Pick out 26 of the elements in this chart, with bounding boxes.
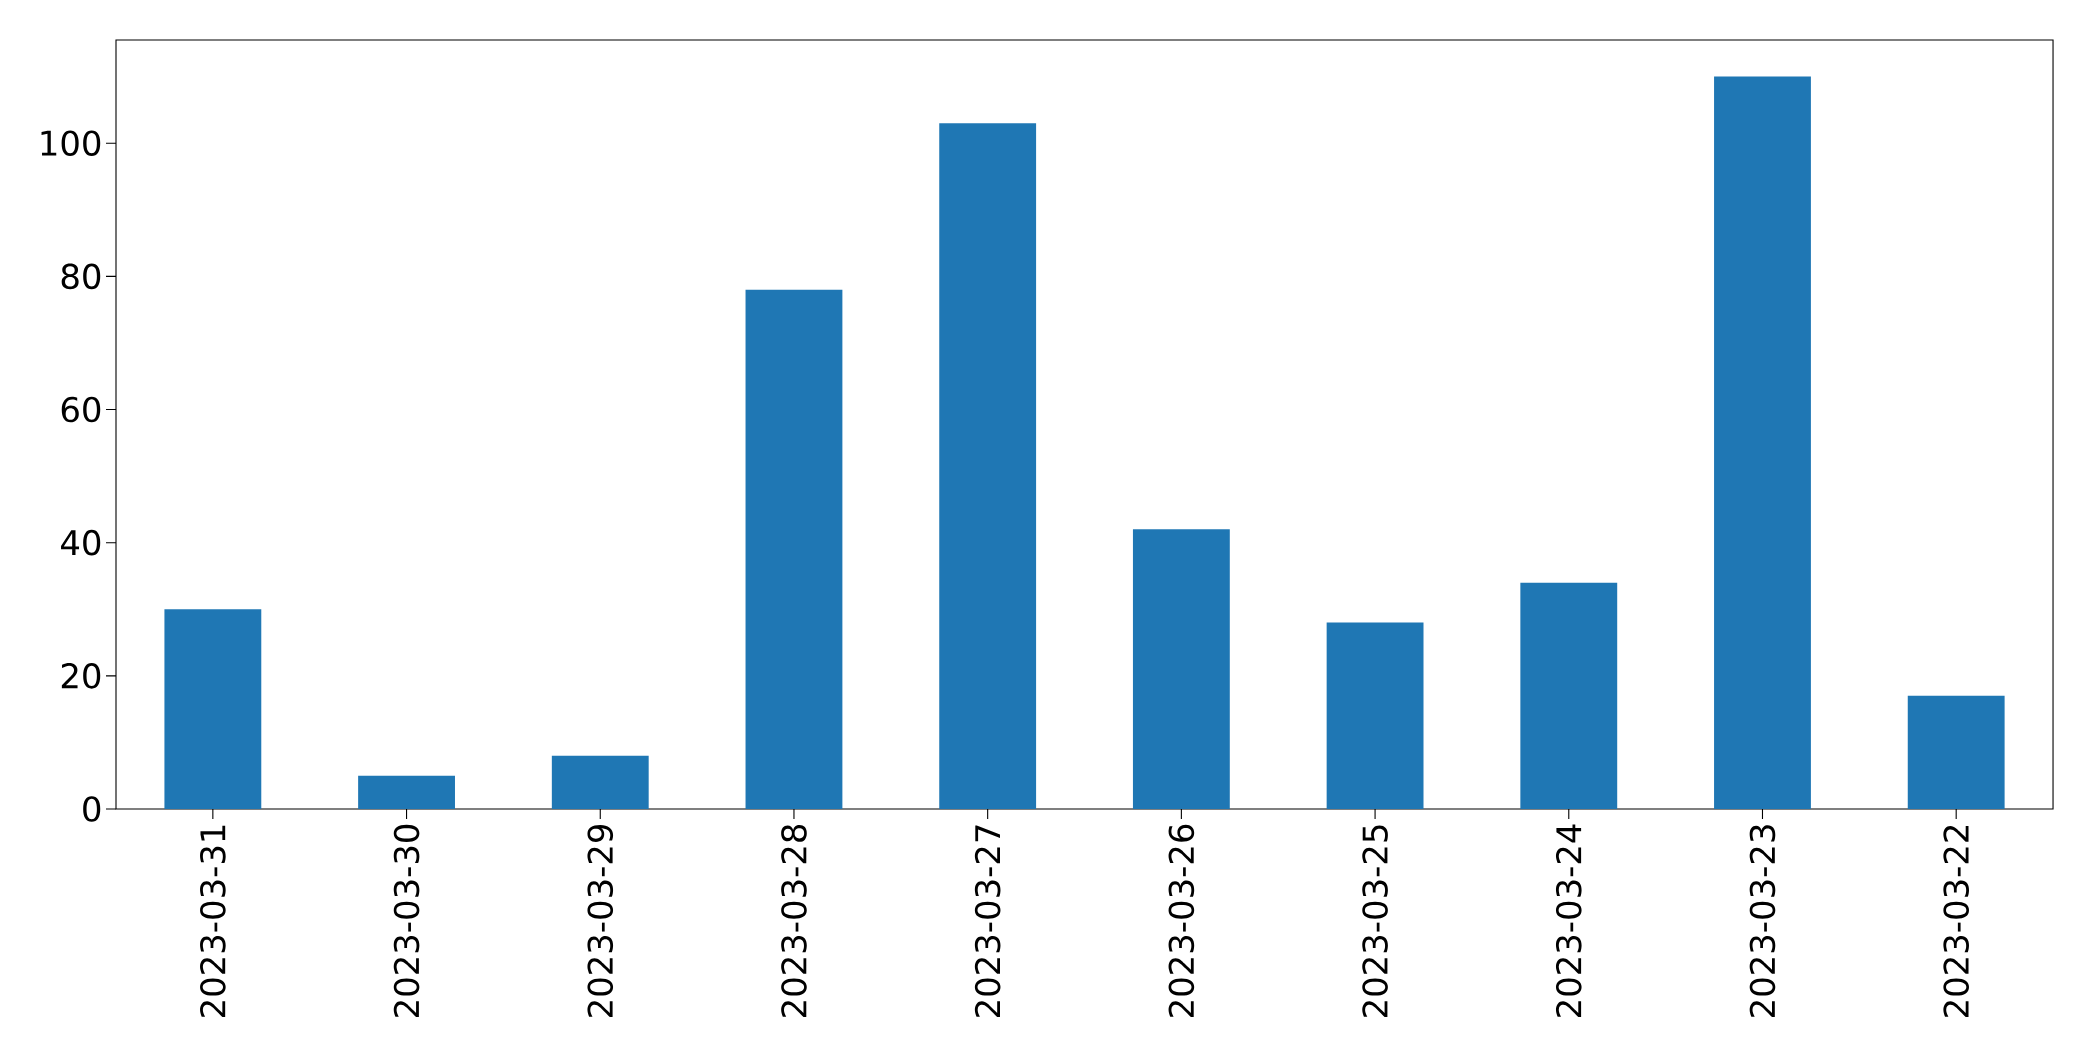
x-tick-label: 2023-03-29 [587,824,614,1017]
x-tick-label: 2023-03-31 [200,825,226,1017]
bar [1520,582,1618,809]
y-tick-label: 20 [61,663,101,689]
x-tick-label: 2023-03-25 [1362,825,1388,1017]
bar [1714,76,1811,809]
bar [745,289,843,809]
y-tick-label: 80 [61,263,101,290]
x-tick-label: 2023-03-27 [974,825,1001,1017]
bar [1907,695,2005,809]
x-tick-label: 2023-03-30 [393,824,420,1017]
bar [1326,622,1424,809]
x-tick-label: 2023-03-24 [1555,824,1582,1017]
x-tick-label: 2023-03-22 [1943,825,1969,1017]
y-tick-label: 0 [83,796,101,822]
y-tick-label: 40 [61,529,101,556]
x-tick-label: 2023-03-23 [1749,825,1776,1017]
bar [551,755,649,809]
bar [939,123,1037,809]
bar [1132,529,1230,809]
y-tick-label: 100 [41,130,101,157]
bar [358,775,455,809]
x-tick-label: 2023-03-26 [1168,824,1195,1017]
x-tick-label: 2023-03-28 [781,824,807,1017]
bar [164,609,262,809]
y-tick-label: 60 [61,396,101,423]
